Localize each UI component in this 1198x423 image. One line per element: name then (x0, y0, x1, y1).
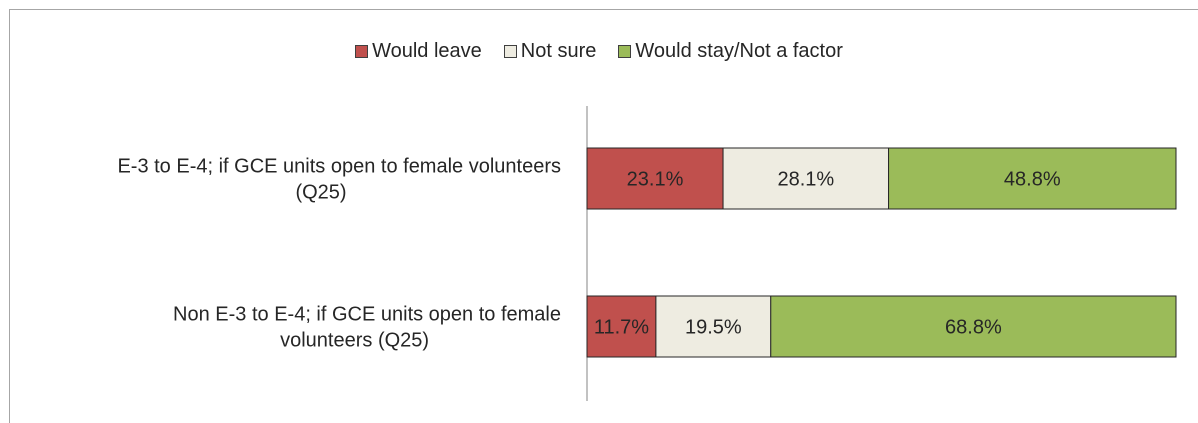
legend: Would leave Not sure Would stay/Not a fa… (0, 40, 1198, 63)
category-label-1-line-1: E-3 to E-4; if GCE units open to female … (117, 156, 561, 178)
legend-label-would-stay: Would stay/Not a factor (635, 40, 843, 62)
data-label-would-stay-not-a-factor-1: 48.8% (1004, 169, 1061, 191)
bar-not-sure-1 (722, 147, 890, 210)
data-label-would-stay-not-a-factor-2: 68.8% (945, 317, 1002, 339)
legend-swatch-not-sure (503, 45, 517, 58)
legend-item-would-leave: Would leave (355, 40, 482, 63)
legend-label-not-sure: Not sure (520, 40, 597, 62)
bar-would-leave-2 (586, 295, 657, 358)
legend-swatch-would-stay (618, 45, 632, 58)
category-label-2-line-1: Non E-3 to E-4; if GCE units open to fem… (173, 304, 561, 326)
legend-item-would-stay: Would stay/Not a factor (618, 40, 843, 63)
legend-item-not-sure: Not sure (503, 40, 597, 63)
bar-would-leave-1 (586, 147, 724, 210)
chart-frame (9, 9, 1198, 423)
bar-would-stay-not-a-factor-1 (888, 147, 1177, 210)
data-label-would-leave-2: 11.7% (594, 317, 649, 339)
legend-swatch-would-leave (355, 45, 369, 58)
category-label-2-line-2: volunteers (Q25) (280, 330, 429, 352)
category-label-1-line-2: (Q25) (295, 182, 346, 204)
data-label-not-sure-2: 19.5% (685, 317, 742, 339)
data-label-not-sure-1: 28.1% (777, 169, 834, 191)
legend-label-would-leave: Would leave (372, 40, 482, 62)
bar-would-stay-not-a-factor-2 (770, 295, 1177, 358)
data-label-would-leave-1: 23.1% (627, 169, 684, 191)
